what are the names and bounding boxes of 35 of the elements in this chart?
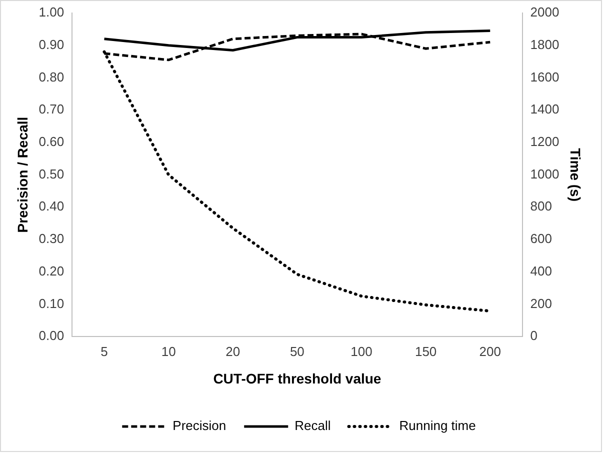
y2-tick-label: 1800 — [530, 36, 560, 52]
x-tick-label: 150 — [414, 344, 437, 359]
x-tick-label: 50 — [290, 344, 304, 359]
y-tick-label: 0.80 — [38, 69, 64, 84]
y-tick-label: 0.00 — [38, 328, 64, 344]
y-tick-label: 0.20 — [38, 263, 64, 278]
y2-tick-label: 1200 — [530, 134, 560, 150]
y2-tick-label: 200 — [530, 296, 552, 311]
y2-tick-label: 800 — [530, 198, 552, 214]
x-tick-label: 10 — [161, 344, 176, 359]
y2-axis-title: Time (s) — [568, 148, 584, 202]
y-tick-label: 0.10 — [38, 296, 64, 311]
legend-label: Recall — [294, 418, 331, 434]
y2-tick-label: 2000 — [530, 4, 560, 20]
y-tick-label: 0.40 — [38, 198, 64, 214]
x-tick-label: 100 — [350, 344, 372, 359]
x-tick-label: 200 — [479, 344, 501, 359]
y-tick-label: 0.50 — [38, 166, 64, 182]
y-tick-label: 0.90 — [38, 36, 64, 52]
y-tick-label: 0.30 — [38, 231, 64, 246]
x-axis-title: CUT-OFF threshold value — [213, 370, 382, 386]
legend-label: Running time — [399, 418, 476, 434]
y-tick-label: 0.70 — [38, 102, 64, 117]
y-axis-title: Precision / Recall — [14, 116, 30, 233]
legend-label: Precision — [172, 418, 226, 434]
x-tick-label: 20 — [226, 344, 240, 359]
y2-tick-label: 1400 — [530, 102, 560, 117]
y-tick-label: 1.00 — [38, 4, 64, 20]
y2-tick-label: 1600 — [530, 69, 560, 84]
x-tick-label: 5 — [100, 344, 108, 359]
y2-tick-label: 1000 — [530, 166, 560, 182]
y2-tick-label: 0 — [530, 328, 538, 344]
y2-tick-label: 400 — [530, 263, 552, 278]
y2-tick-label: 600 — [530, 231, 552, 246]
y-tick-label: 0.60 — [38, 134, 64, 150]
